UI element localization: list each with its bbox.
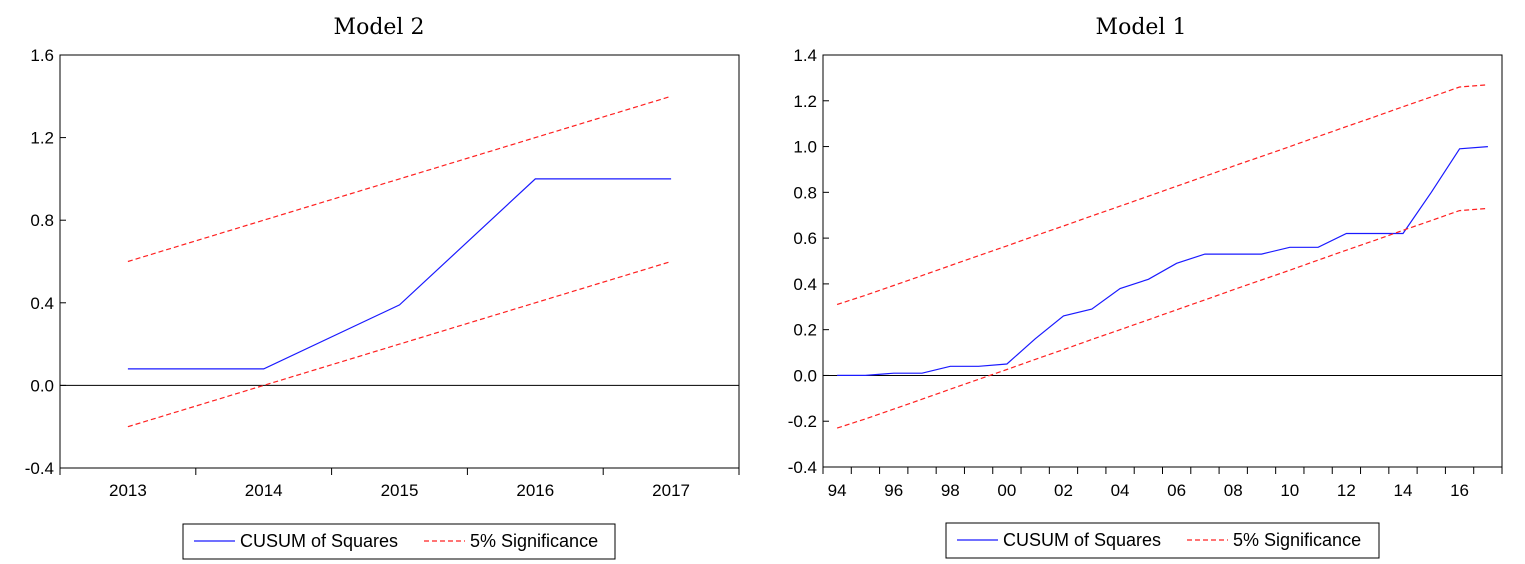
y-tick-label: 0.6 (793, 229, 817, 248)
x-tick-label: 02 (1054, 481, 1073, 500)
x-tick-label: 12 (1337, 481, 1356, 500)
y-tick-label: 0.4 (30, 294, 54, 313)
y-tick-label: -0.2 (788, 412, 817, 431)
plot-frame (822, 54, 1503, 468)
x-tick-label: 2016 (516, 481, 554, 500)
significance-lower-line (127, 260, 672, 428)
significance-lower-line (836, 207, 1488, 429)
y-tick-label: 0.8 (30, 211, 54, 230)
x-tick-label: 2013 (109, 481, 147, 500)
legend-label-significance: 5% Significance (470, 531, 598, 551)
plot-frame (59, 54, 740, 469)
x-tick-label: 96 (884, 481, 903, 500)
significance-upper-line (127, 95, 672, 263)
legend-box (182, 523, 616, 560)
y-tick-label: 1.2 (793, 92, 817, 111)
y-tick-label: 1.6 (30, 46, 54, 65)
x-tick-label: 00 (997, 481, 1016, 500)
x-tick-label: 16 (1450, 481, 1469, 500)
chart-title: Model 1 (1096, 15, 1187, 40)
cusum-line (127, 178, 672, 370)
y-tick-label: 0.0 (793, 366, 817, 385)
y-tick-label: 0.0 (30, 376, 54, 395)
significance-upper-line (836, 84, 1488, 306)
x-tick-label: 14 (1394, 481, 1413, 500)
x-tick-label: 10 (1280, 481, 1299, 500)
y-tick-label: 1.2 (30, 129, 54, 148)
x-tick-label: 06 (1167, 481, 1186, 500)
y-tick-label: 0.4 (793, 275, 817, 294)
x-tick-label: 2015 (381, 481, 419, 500)
x-tick-label: 08 (1224, 481, 1243, 500)
legend: CUSUM of Squares 5% Significance (182, 523, 616, 560)
model-2-panel: Model 2 -0.4 0.0 0.4 0.8 1.2 1.6 2013 2014 2015 2… (25, 15, 740, 560)
legend-label-significance: 5% Significance (1233, 530, 1361, 550)
legend-box (945, 522, 1380, 559)
y-tick-label: 0.8 (793, 183, 817, 202)
x-tick-label: 94 (828, 481, 847, 500)
x-tick-label: 04 (1111, 481, 1130, 500)
x-tick-label: 2017 (652, 481, 690, 500)
y-tick-label: 1.0 (793, 138, 817, 157)
y-tick-label: -0.4 (788, 458, 817, 477)
legend-label-cusum: CUSUM of Squares (1003, 530, 1161, 550)
y-tick-label: 1.4 (793, 46, 817, 65)
y-tick-label: -0.4 (25, 459, 54, 478)
y-tick-label: 0.2 (793, 321, 817, 340)
x-tick-label: 98 (941, 481, 960, 500)
legend-label-cusum: CUSUM of Squares (240, 531, 398, 551)
model-1-panel: Model 1 -0.4 -0.2 0.0 0.2 0.4 0.6 0.8 1.0 1.2 1.4… (788, 15, 1503, 559)
x-tick-label: 2014 (245, 481, 283, 500)
legend: CUSUM of Squares 5% Significance (945, 522, 1380, 559)
chart-title: Model 2 (334, 15, 425, 40)
cusum-line (837, 146, 1488, 376)
